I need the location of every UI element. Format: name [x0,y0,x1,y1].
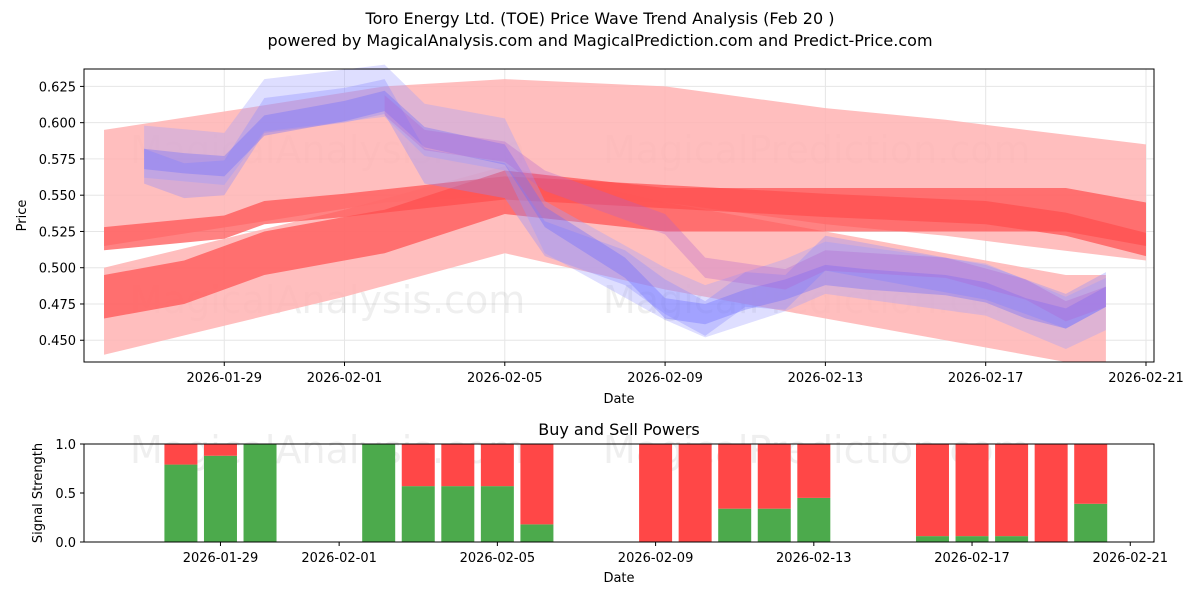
x-tick-label: 2026-02-01 [307,371,383,386]
y-tick-label: 0.0 [55,536,76,551]
series-band-1 [144,79,1106,336]
sell-bar [915,444,949,537]
sell-bar [203,444,237,456]
sell-bar [955,444,989,537]
plot-frame [83,68,1155,363]
buy-bar [995,536,1029,542]
y-tick-label: 0.600 [39,117,76,132]
buy-bar [757,508,791,542]
x-tick-label: 2026-02-13 [788,371,864,386]
x-tick-label: 2026-02-13 [776,551,852,566]
sell-bar [757,444,791,509]
buy-bar [203,455,237,542]
sell-bar [401,444,435,487]
sell-bar [164,444,198,465]
series-band-2 [144,64,1106,349]
sell-bar [1074,444,1108,504]
sell-bar [1034,444,1068,542]
x-tick-label: 2026-02-01 [301,551,377,566]
sell-bar [441,444,475,487]
y-tick-label: 0.625 [39,80,76,95]
y-axis-label: Price [15,200,30,232]
buy-bar [401,486,435,542]
sell-bar [995,444,1029,537]
bar-chart-title: Buy and Sell Powers [538,420,700,439]
buy-bar [797,497,831,542]
x-tick-label: 2026-02-21 [1092,551,1168,566]
buy-bar [1074,503,1108,542]
x-tick-label: 2026-02-21 [1108,371,1184,386]
sell-bar [718,444,752,509]
x-tick-label: 2026-02-09 [618,551,694,566]
buy-bar [955,536,989,542]
sell-bar [520,444,554,525]
y-tick-label: 1.0 [55,438,76,453]
x-tick-label: 2026-02-05 [467,371,543,386]
buy-sell-chart: MagicalAnalysis.comMagicalPrediction.com… [31,420,1168,586]
y-tick-label: 0.5 [55,487,76,502]
series-band-0 [144,90,1106,329]
chart-title: Toro Energy Ltd. (TOE) Price Wave Trend … [365,9,835,28]
x-tick-label: 2026-02-17 [934,551,1010,566]
buy-bar [520,524,554,542]
sell-bar [480,444,514,487]
y-tick-label: 0.550 [39,189,76,204]
buy-bar [718,508,752,542]
x-axis-label: Date [603,571,634,586]
buy-bar [441,486,475,542]
series-band-3 [104,176,1146,257]
x-tick-label: 2026-01-29 [183,551,259,566]
y-tick-label: 0.500 [39,262,76,277]
y-tick-label: 0.525 [39,225,76,240]
y-tick-label: 0.475 [39,298,76,313]
y-tick-label: 0.575 [39,153,76,168]
sell-bar [797,444,831,498]
buy-bar [243,444,277,542]
sell-bar [639,444,673,542]
x-tick-label: 2026-02-05 [460,551,536,566]
buy-bar [480,486,514,542]
chart-subtitle: powered by MagicalAnalysis.com and Magic… [267,31,933,50]
buy-bar [362,444,396,542]
x-axis-label: Date [603,392,634,407]
series-band-7 [384,95,1106,322]
sell-bar [678,444,712,542]
buy-bar [915,536,949,542]
price-chart: MagicalAnalysis.comMagicalPrediction.com… [15,64,1184,407]
x-tick-label: 2026-02-17 [948,371,1024,386]
y-tick-label: 0.450 [39,334,76,349]
y-axis-label: Signal Strength [31,443,46,543]
x-tick-label: 2026-02-09 [627,371,703,386]
buy-bar [164,464,198,542]
x-tick-label: 2026-01-29 [186,371,262,386]
